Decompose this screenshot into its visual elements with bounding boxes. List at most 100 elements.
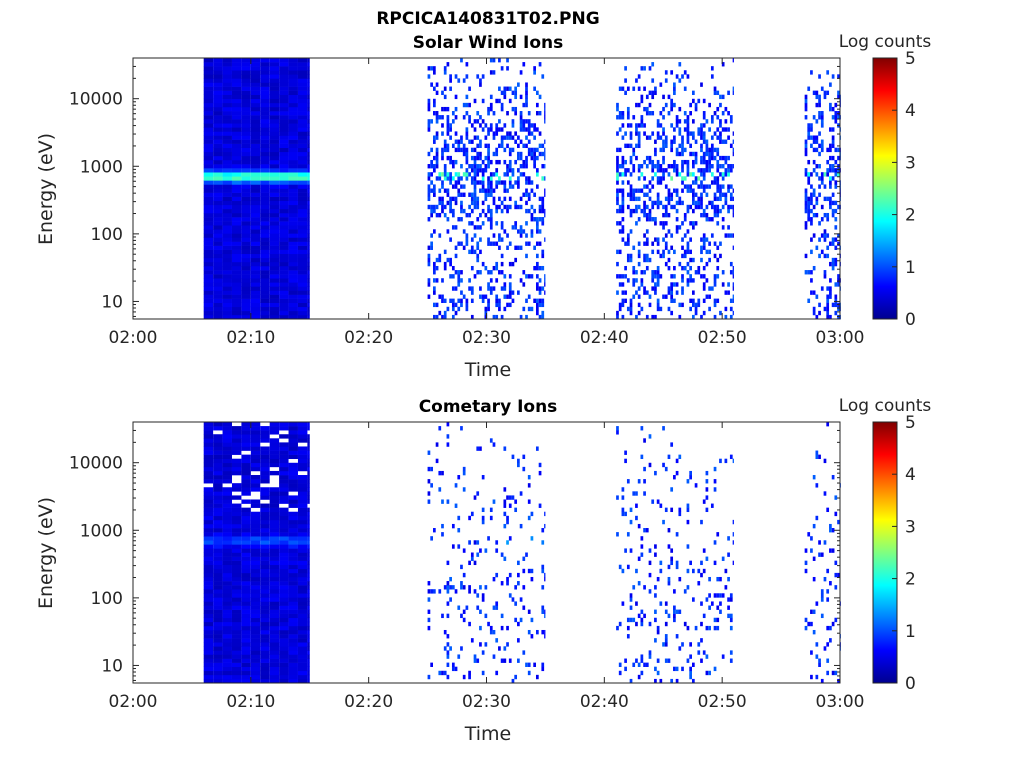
- heatmap-cell: [462, 208, 466, 214]
- heatmap-cell: [441, 314, 444, 320]
- heatmap-cell: [470, 556, 474, 561]
- heatmap-cell: [250, 241, 261, 246]
- heatmap-cell: [279, 180, 289, 185]
- heatmap-cell: [203, 102, 214, 108]
- heatmap-cell: [500, 286, 504, 291]
- heatmap-cell: [241, 430, 251, 435]
- heatmap-cell: [834, 670, 838, 676]
- heatmap-cell: [519, 119, 523, 124]
- heatmap-cell: [721, 176, 725, 181]
- heatmap-cell: [729, 617, 733, 623]
- heatmap-cell: [686, 245, 690, 250]
- heatmap-cell: [654, 544, 657, 549]
- heatmap-cell: [727, 168, 730, 173]
- heatmap-cell: [834, 245, 838, 250]
- heatmap-cell: [479, 270, 482, 275]
- y-tick-label: 1000: [80, 521, 123, 541]
- heatmap-cell: [804, 625, 808, 631]
- heatmap-cell: [222, 470, 232, 476]
- heatmap-cell: [279, 458, 289, 464]
- heatmap-cell: [433, 589, 436, 594]
- heatmap-cell: [441, 613, 444, 619]
- heatmap-cell: [527, 151, 531, 157]
- heatmap-cell: [213, 159, 223, 165]
- heatmap-cell: [222, 180, 232, 185]
- heatmap-cell: [241, 274, 251, 279]
- heatmap-cell: [441, 523, 444, 529]
- heatmap-cell: [708, 151, 711, 157]
- heatmap-cell: [727, 204, 730, 210]
- heatmap-cell: [288, 589, 298, 594]
- heatmap-cell: [834, 237, 838, 242]
- heatmap-cell: [837, 306, 840, 312]
- heatmap-cell: [702, 139, 706, 144]
- heatmap-cell: [288, 229, 298, 234]
- heatmap-cell: [713, 155, 717, 161]
- heatmap-cell: [241, 617, 251, 623]
- heatmap-cell: [454, 666, 458, 672]
- heatmap-cell: [269, 568, 280, 574]
- heatmap-cell: [618, 274, 622, 279]
- heatmap-cell: [503, 306, 507, 312]
- heatmap-cell: [473, 200, 477, 206]
- heatmap-cell: [427, 74, 431, 79]
- heatmap-cell: [826, 306, 830, 312]
- heatmap-cell: [260, 678, 270, 684]
- heatmap-cell: [729, 593, 733, 598]
- heatmap-cell: [708, 147, 711, 153]
- heatmap-cell: [721, 270, 725, 275]
- heatmap-cell: [727, 613, 730, 619]
- heatmap-cell: [616, 106, 619, 112]
- heatmap-cell: [508, 168, 512, 173]
- heatmap-cell: [637, 241, 641, 246]
- heatmap-cell: [203, 454, 214, 460]
- heatmap-cell: [427, 188, 431, 193]
- heatmap-cell: [626, 143, 630, 149]
- heatmap-cell: [269, 274, 280, 279]
- heatmap-cell: [716, 208, 720, 214]
- heatmap-cell: [694, 176, 698, 181]
- heatmap-cell: [503, 658, 507, 663]
- heatmap-cell: [438, 176, 442, 181]
- heatmap-cell: [473, 249, 477, 255]
- heatmap-cell: [544, 119, 546, 124]
- heatmap-cell: [729, 115, 733, 120]
- heatmap-cell: [810, 123, 813, 128]
- heatmap-cell: [525, 94, 528, 100]
- heatmap-cell: [250, 151, 261, 157]
- heatmap-cell: [500, 552, 504, 557]
- heatmap-cell: [279, 257, 289, 263]
- heatmap-cell: [656, 196, 660, 202]
- heatmap-cell: [804, 192, 808, 197]
- heatmap-cell: [492, 111, 496, 116]
- heatmap-cell: [681, 221, 684, 226]
- heatmap-cell: [241, 507, 251, 513]
- heatmap-cell: [645, 314, 649, 320]
- heatmap-cell: [250, 78, 261, 83]
- heatmap-cell: [250, 515, 261, 521]
- heatmap-cell: [269, 90, 280, 96]
- heatmap-cell: [288, 605, 298, 610]
- heatmap-cell: [288, 143, 298, 149]
- heatmap-cell: [279, 245, 289, 250]
- heatmap-cell: [435, 82, 439, 87]
- heatmap-cell: [637, 74, 641, 79]
- heatmap-cell: [241, 662, 251, 667]
- heatmap-cell: [675, 164, 679, 169]
- heatmap-cell: [484, 548, 488, 553]
- heatmap-cell: [632, 151, 636, 157]
- heatmap-cell: [260, 70, 270, 75]
- heatmap-cell: [433, 135, 436, 140]
- heatmap-cell: [716, 135, 720, 140]
- heatmap-cell: [664, 70, 668, 75]
- heatmap-cell: [241, 470, 251, 476]
- heatmap-cell: [635, 143, 638, 149]
- heatmap-cell: [702, 298, 706, 303]
- heatmap-cell: [637, 168, 641, 173]
- heatmap-cell: [484, 168, 488, 173]
- heatmap-cell: [213, 221, 223, 226]
- heatmap-cell: [732, 147, 734, 153]
- heatmap-cell: [222, 143, 232, 149]
- heatmap-cell: [222, 176, 232, 181]
- heatmap-cell: [818, 253, 821, 259]
